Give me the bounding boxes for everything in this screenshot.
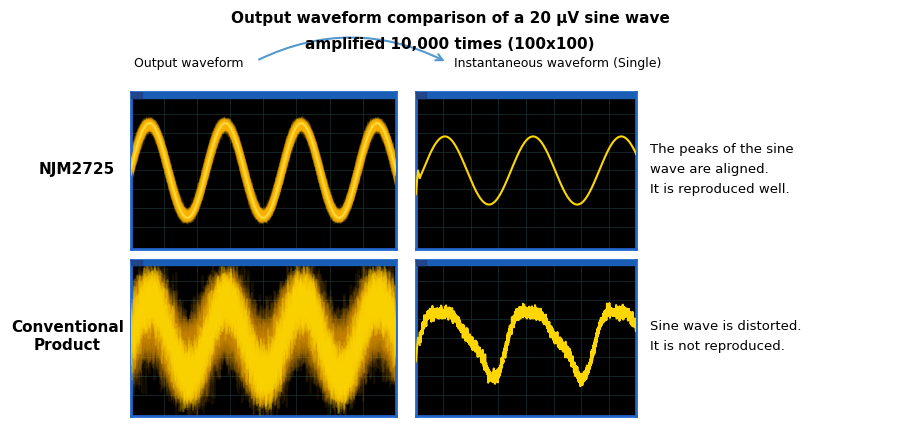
FancyArrowPatch shape <box>259 37 443 60</box>
Text: Instantaneous waveform (Single): Instantaneous waveform (Single) <box>454 57 662 70</box>
Text: amplified 10,000 times (100x100): amplified 10,000 times (100x100) <box>305 37 595 52</box>
Text: Output waveform: Output waveform <box>134 57 244 70</box>
Bar <box>416 92 636 98</box>
Text: The peaks of the sine
wave are aligned.
It is reproduced well.: The peaks of the sine wave are aligned. … <box>650 143 794 196</box>
Text: Conventional
Product: Conventional Product <box>11 320 124 353</box>
Text: Sine wave is distorted.
It is not reproduced.: Sine wave is distorted. It is not reprod… <box>650 320 801 353</box>
Bar <box>416 260 426 265</box>
Bar <box>130 260 396 265</box>
Bar <box>130 260 142 265</box>
Bar <box>416 92 426 98</box>
Bar <box>130 92 142 98</box>
Text: Output waveform comparison of a 20 μV sine wave: Output waveform comparison of a 20 μV si… <box>230 11 670 26</box>
Bar <box>416 260 636 265</box>
Text: NJM2725: NJM2725 <box>39 162 114 177</box>
Bar <box>130 92 396 98</box>
